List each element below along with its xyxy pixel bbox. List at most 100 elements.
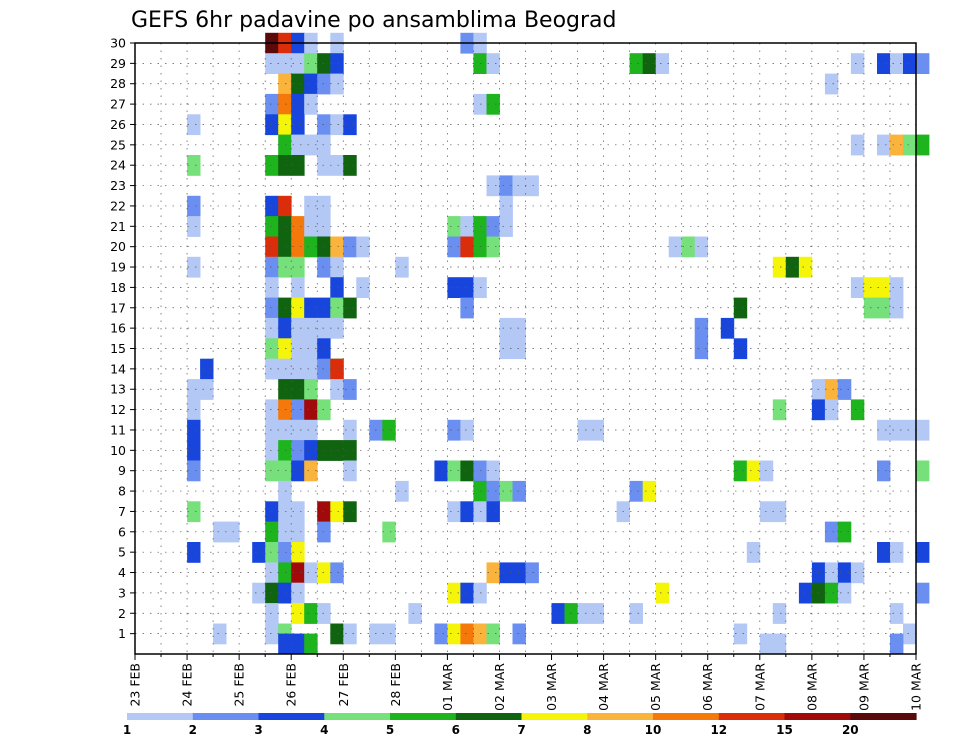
- heatmap-cell: [733, 338, 748, 360]
- heatmap-cell: [916, 542, 930, 563]
- heatmap-cell: [824, 562, 839, 584]
- heatmap-cell: [837, 562, 852, 584]
- heatmap-cell: [265, 562, 279, 584]
- heatmap-cell: [655, 53, 670, 74]
- heatmap-cell: [395, 256, 409, 278]
- heatmap-cell: [447, 501, 461, 523]
- heatmap-cell: [903, 53, 917, 74]
- heatmap-cell: [486, 216, 500, 237]
- colorbar-swatch: [455, 713, 523, 720]
- heatmap-cell: [877, 297, 891, 319]
- heatmap-cell: [278, 317, 292, 339]
- colorbar-label: 15: [776, 723, 793, 737]
- heatmap-cell: [330, 277, 344, 298]
- colorbar-label: 20: [842, 723, 859, 737]
- heatmap-cell: [890, 603, 904, 624]
- heatmap-cell: [916, 419, 930, 441]
- x-tick-label: 08 MAR: [804, 663, 819, 711]
- x-tick-label: 03 MAR: [544, 663, 559, 711]
- heatmap-cell: [265, 93, 279, 115]
- heatmap-cell: [408, 603, 422, 624]
- heatmap-cell: [447, 277, 461, 298]
- heatmap-cell: [265, 603, 279, 624]
- heatmap-cell: [291, 603, 305, 624]
- heatmap-cell: [278, 582, 292, 604]
- heatmap-cell: [877, 460, 891, 482]
- heatmap-cell: [265, 317, 279, 339]
- x-tick-label: 26 FEB: [284, 663, 299, 707]
- heatmap-cell: [356, 277, 370, 298]
- colorbar-label: 10: [645, 723, 662, 737]
- heatmap-cell: [278, 358, 292, 380]
- y-tick-label: 28: [110, 76, 126, 91]
- heatmap-cell: [304, 338, 318, 360]
- heatmap-cell: [499, 480, 513, 502]
- x-tick-label: 23 FEB: [128, 663, 143, 707]
- heatmap-cell: [916, 134, 930, 156]
- heatmap-cell: [330, 155, 344, 176]
- heatmap-cell: [291, 633, 305, 655]
- y-tick-label: 23: [110, 178, 126, 193]
- heatmap-cell: [837, 379, 852, 400]
- heatmap-cell: [772, 603, 787, 624]
- heatmap-cell: [278, 134, 292, 156]
- heatmap-cell: [512, 317, 526, 339]
- heatmap-cell: [890, 53, 904, 74]
- heatmap-cell: [252, 582, 266, 604]
- heatmap-cell: [291, 460, 305, 482]
- y-tick-label: 1: [118, 626, 126, 641]
- heatmap-cell: [746, 542, 761, 563]
- heatmap-cell: [265, 236, 279, 258]
- heatmap-cell: [642, 53, 657, 74]
- heatmap-cell: [291, 338, 305, 360]
- heatmap-cell: [512, 175, 526, 197]
- heatmap-cell: [877, 542, 891, 563]
- heatmap-cell: [187, 501, 201, 523]
- heatmap-cell: [330, 501, 344, 523]
- heatmap-cell: [850, 399, 865, 421]
- colorbar-legend: 1 2 3 4 5 6 7 8 10 12 15 20: [123, 713, 917, 737]
- heatmap-cell: [694, 236, 709, 258]
- heatmap-cell: [291, 358, 305, 380]
- heatmap-cell: [291, 216, 305, 237]
- heatmap-cell: [291, 114, 305, 136]
- heatmap-cell: [291, 582, 305, 604]
- heatmap-cell: [512, 562, 526, 584]
- heatmap-cell: [343, 236, 357, 258]
- heatmap-cell: [460, 582, 474, 604]
- heatmap-cell: [798, 256, 813, 278]
- y-tick-label: 30: [110, 36, 126, 51]
- y-tick-label: 3: [118, 585, 126, 600]
- y-tick-label: 15: [110, 341, 126, 356]
- heatmap-cell: [590, 603, 604, 624]
- heatmap-cell: [629, 480, 643, 502]
- heatmap-cell: [850, 134, 865, 156]
- heatmap-cell: [187, 155, 201, 176]
- heatmap-cell: [278, 195, 292, 217]
- heatmap-cell: [187, 419, 201, 441]
- x-tick-label: 28 FEB: [388, 663, 403, 707]
- y-tick-label: 9: [118, 463, 126, 478]
- x-tick-label: 01 MAR: [440, 663, 455, 711]
- heatmap-cell: [291, 440, 305, 461]
- heatmap-cell: [278, 93, 292, 115]
- y-tick-label: 11: [110, 422, 126, 437]
- heatmap-cell: [499, 562, 513, 584]
- heatmap-cell: [694, 338, 709, 360]
- heatmap-cell: [577, 419, 591, 441]
- y-tick-label: 12: [110, 402, 126, 417]
- heatmap-cell: [330, 73, 344, 95]
- heatmap-cell: [278, 256, 292, 278]
- heatmap-cell: [265, 297, 279, 319]
- colorbar-label: 4: [320, 723, 328, 737]
- heatmap-cell: [265, 53, 279, 74]
- heatmap-cell: [499, 175, 513, 197]
- heatmap-cell: [265, 582, 279, 604]
- heatmap-cell: [330, 114, 344, 136]
- heatmap-cell: [356, 236, 370, 258]
- heatmap-cell: [499, 338, 513, 360]
- y-tick-label: 21: [110, 219, 126, 234]
- colorbar-swatch: [127, 713, 194, 720]
- heatmap-cell: [460, 419, 474, 441]
